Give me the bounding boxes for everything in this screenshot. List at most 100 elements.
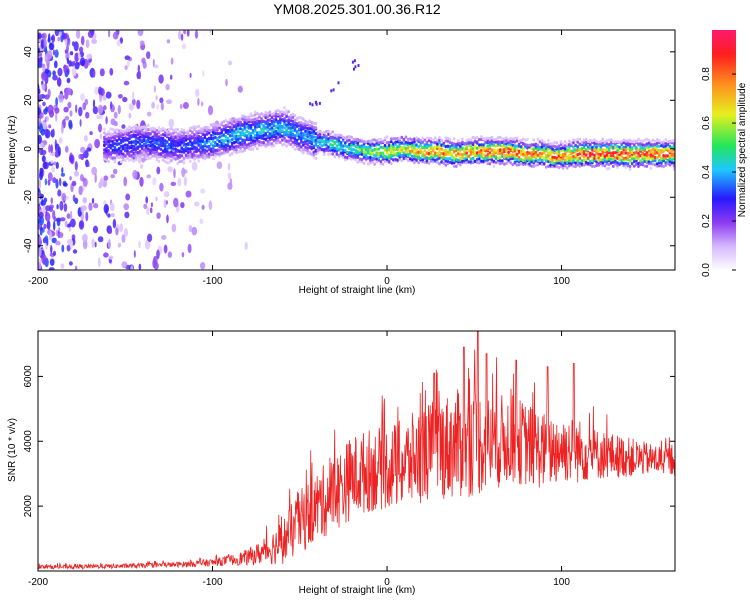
spectrogram-ridge-cell bbox=[218, 126, 221, 130]
spectrogram-ridge-cell bbox=[469, 148, 473, 152]
spectrogram-ridge-cell bbox=[425, 140, 429, 144]
spectrogram-ridge-cell bbox=[235, 118, 238, 122]
spectrogram-ridge-cell bbox=[490, 152, 494, 156]
spectrogram-ridge-cell bbox=[385, 157, 389, 161]
spectrogram-ridge-cell bbox=[279, 124, 282, 128]
spectrogram-noise-cell bbox=[72, 60, 76, 66]
spectrogram-ridge-cell bbox=[444, 156, 448, 161]
spectrogram-ridge-cell bbox=[641, 151, 644, 155]
spectrogram-ridge-cell bbox=[281, 129, 284, 133]
spectrogram-ridge-cell bbox=[293, 121, 297, 125]
spectrogram-ridge-cell bbox=[438, 153, 441, 157]
spectrogram-ridge-cell bbox=[327, 132, 330, 136]
spectrogram-ridge-cell bbox=[105, 152, 108, 156]
colorbar-cell bbox=[712, 110, 736, 113]
spectrogram-ridge-cell bbox=[626, 151, 630, 155]
spectrogram-ridge-cell bbox=[268, 118, 272, 122]
colorbar-cell bbox=[712, 168, 736, 171]
spectrogram-ridge-cell bbox=[421, 141, 424, 145]
spectrogram-ridge-cell bbox=[423, 153, 427, 157]
spectrogram-ridge-cell bbox=[404, 156, 408, 161]
spectrogram-ridge-cell bbox=[184, 153, 188, 157]
colorbar-cell bbox=[712, 106, 736, 109]
spectrogram-ridge-cell bbox=[455, 157, 458, 161]
spectrogram-ridge-cell bbox=[396, 151, 399, 155]
spectrogram-noise-cell bbox=[49, 258, 55, 266]
spectrogram-ridge-cell bbox=[666, 154, 670, 158]
spectrogram-ridge-cell bbox=[672, 142, 675, 146]
spectrogram-noise-cell bbox=[48, 144, 51, 153]
spectrogram-noise-cell bbox=[55, 178, 59, 189]
spectrogram-ridge-cell bbox=[189, 126, 192, 130]
spectrogram-ridge-cell bbox=[126, 137, 129, 141]
spectrogram-ridge-cell bbox=[511, 143, 515, 147]
spectrogram-ridge-cell bbox=[147, 131, 150, 136]
spectrogram-ridge-cell bbox=[222, 147, 226, 151]
spectrogram-ridge-cell bbox=[637, 164, 640, 169]
spectrogram-ridge-cell bbox=[256, 136, 259, 140]
spectrogram-noise-cell bbox=[108, 30, 111, 38]
spectrogram-ridge-cell bbox=[656, 162, 659, 166]
spectrogram-ridge-cell bbox=[576, 159, 579, 163]
spectrogram-ridge-cell bbox=[117, 129, 121, 133]
spectrogram-ridge-cell bbox=[455, 145, 458, 149]
spectrogram-ridge-cell bbox=[176, 161, 179, 166]
spectrogram-ridge-cell bbox=[643, 143, 646, 147]
spectrogram-ridge-cell bbox=[358, 157, 362, 161]
spectrogram-ridge-cell bbox=[165, 134, 169, 138]
spectrogram-ridge-cell bbox=[262, 137, 265, 141]
spectrogram-ridge-cell bbox=[630, 146, 634, 150]
spectrogram-noise-cell bbox=[117, 104, 121, 115]
spectrogram-ridge-cell bbox=[214, 129, 217, 133]
spectrogram-ridge-cell bbox=[616, 156, 619, 160]
colorbar-cell bbox=[712, 176, 736, 179]
spectrogram-ridge-cell bbox=[402, 137, 406, 141]
spectrogram-ridge-cell bbox=[147, 147, 150, 151]
spectrogram-noise-cell bbox=[170, 74, 173, 80]
spectrogram-ridge-cell bbox=[452, 149, 456, 153]
spectrogram-ridge-cell bbox=[656, 141, 659, 145]
spectrogram-ridge-cell bbox=[383, 136, 387, 140]
colorbar-cell bbox=[712, 208, 736, 211]
spectrogram-ridge-cell bbox=[151, 127, 154, 131]
spectrogram-ridge-cell bbox=[230, 152, 234, 156]
spectrogram-ridge-cell bbox=[624, 151, 628, 155]
spectrogram-ridge-cell bbox=[103, 131, 106, 135]
spectrogram-ridge-cell bbox=[392, 151, 395, 155]
spectrogram-noise-cell bbox=[44, 235, 49, 243]
spectrogram-ridge-cell bbox=[591, 152, 594, 156]
spectrogram-ridge-cell bbox=[132, 140, 135, 144]
spectrogram-ridge-cell bbox=[538, 157, 542, 161]
spectrogram-ridge-cell bbox=[149, 144, 152, 148]
spectrogram-ridge-cell bbox=[249, 147, 253, 151]
spectrogram-ridge-cell bbox=[586, 151, 590, 155]
spectrogram-ridge-cell bbox=[191, 130, 194, 134]
colorbar-cell bbox=[712, 102, 736, 105]
spectrogram-ridge-cell bbox=[469, 138, 473, 142]
spectrogram-noise-cell bbox=[97, 104, 104, 115]
spectrogram-ridge-cell bbox=[216, 148, 219, 153]
spectrogram-ridge-cell bbox=[214, 122, 217, 126]
spectrogram-ridge-cell bbox=[651, 151, 655, 155]
spectrogram-ridge-cell bbox=[287, 126, 290, 130]
spectrogram-ridge-cell bbox=[475, 146, 479, 150]
spectrogram-ridge-cell bbox=[113, 128, 117, 132]
spectrogram-ridge-cell bbox=[630, 162, 634, 166]
spectrogram-noise-cell bbox=[93, 70, 96, 78]
spectrogram-noise-cell bbox=[71, 41, 75, 47]
spectrogram-ridge-cell bbox=[132, 133, 135, 137]
spectrogram-ridge-cell bbox=[289, 116, 293, 120]
colorbar-cell bbox=[712, 190, 736, 193]
spectrogram-ridge-cell bbox=[155, 155, 159, 159]
spectrogram-ridge-cell bbox=[245, 122, 249, 126]
spectrogram-noise-cell bbox=[66, 45, 69, 52]
spectrogram-ridge-cell bbox=[274, 140, 278, 145]
spectrogram-ridge-cell bbox=[253, 129, 257, 133]
spectrogram-ridge-cell bbox=[153, 131, 156, 135]
spectrogram-ridge-cell bbox=[318, 142, 322, 146]
spectrogram-ridge-cell bbox=[565, 148, 569, 152]
spectrogram-noise-cell bbox=[98, 86, 103, 95]
spectrogram-ridge-cell bbox=[662, 140, 665, 144]
spectrogram-ridge-cell bbox=[517, 149, 521, 153]
colorbar-cell bbox=[712, 52, 736, 55]
